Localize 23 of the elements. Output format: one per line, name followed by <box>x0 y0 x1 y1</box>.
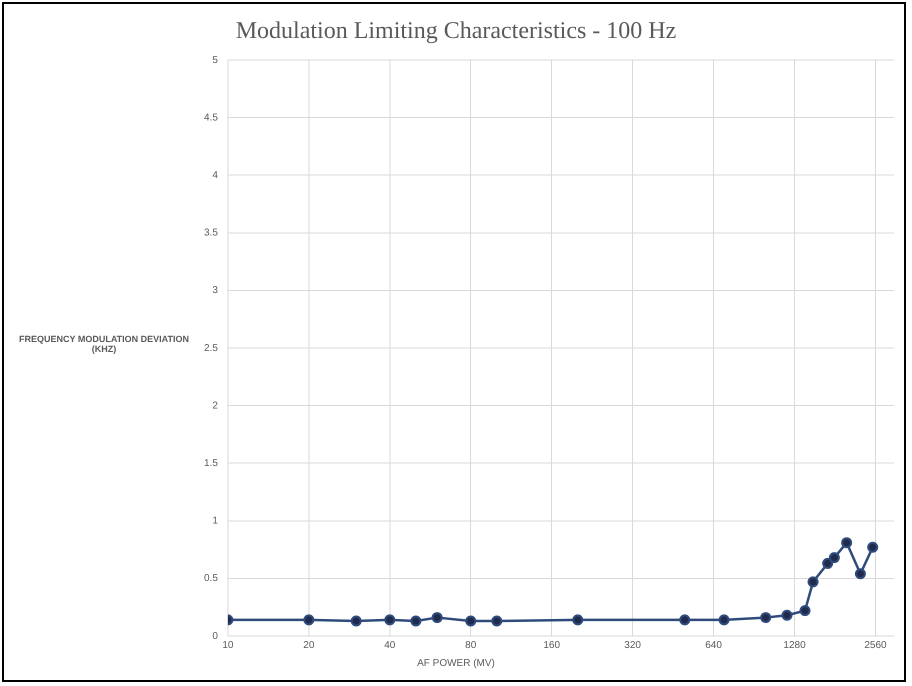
chart-title: Modulation Limiting Characteristics - 100 Hz <box>234 18 678 45</box>
y-tick-label: 2.5 <box>204 342 218 354</box>
x-tick-label: 160 <box>543 640 560 651</box>
y-tick-label: 4 <box>212 170 218 181</box>
y-tick-label: 5 <box>212 54 218 66</box>
x-tick-label: 320 <box>624 640 642 651</box>
y-tick-label: 3 <box>212 285 218 296</box>
y-tick-label: 4.5 <box>204 112 218 124</box>
x-tick-label: 40 <box>384 640 396 651</box>
x-axis-title: AF POWER (MV) <box>416 658 496 669</box>
x-tick-label: 2560 <box>864 640 888 651</box>
y-tick-label: 2 <box>212 400 218 412</box>
x-tick-label: 640 <box>705 640 722 651</box>
y-axis-title: FREQUENCY MODULATION DEVIATION (KHZ) <box>18 334 190 354</box>
x-tick-label: 10 <box>222 640 234 651</box>
x-tick-label: 1280 <box>783 640 806 651</box>
x-tick-label: 20 <box>303 640 315 651</box>
y-tick-label: 0 <box>212 630 218 642</box>
x-tick-label: 80 <box>465 640 477 651</box>
y-tick-label: 0.5 <box>204 573 218 584</box>
y-tick-label: 3.5 <box>204 228 218 239</box>
y-tick-label: 1.5 <box>204 458 218 469</box>
y-tick-label: 1 <box>212 516 218 527</box>
